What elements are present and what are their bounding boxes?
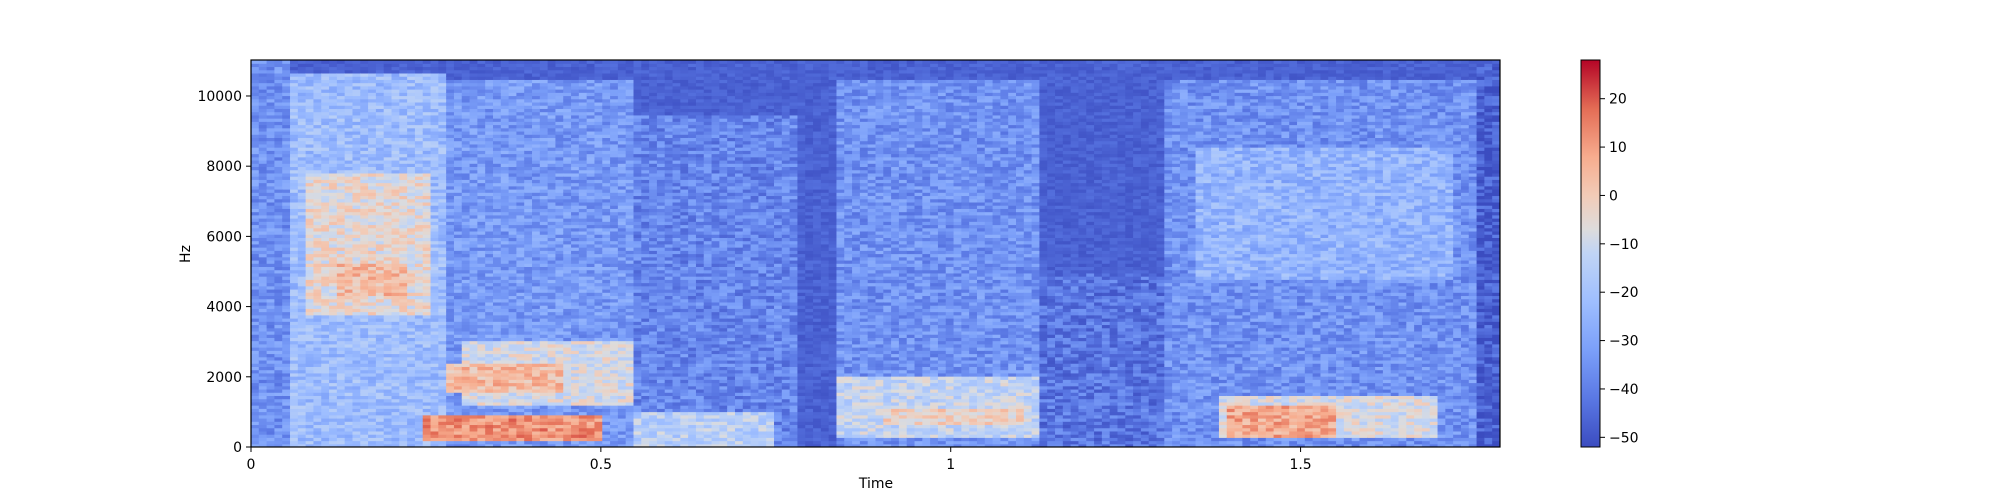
spectrogram-heatmap <box>251 60 1501 448</box>
